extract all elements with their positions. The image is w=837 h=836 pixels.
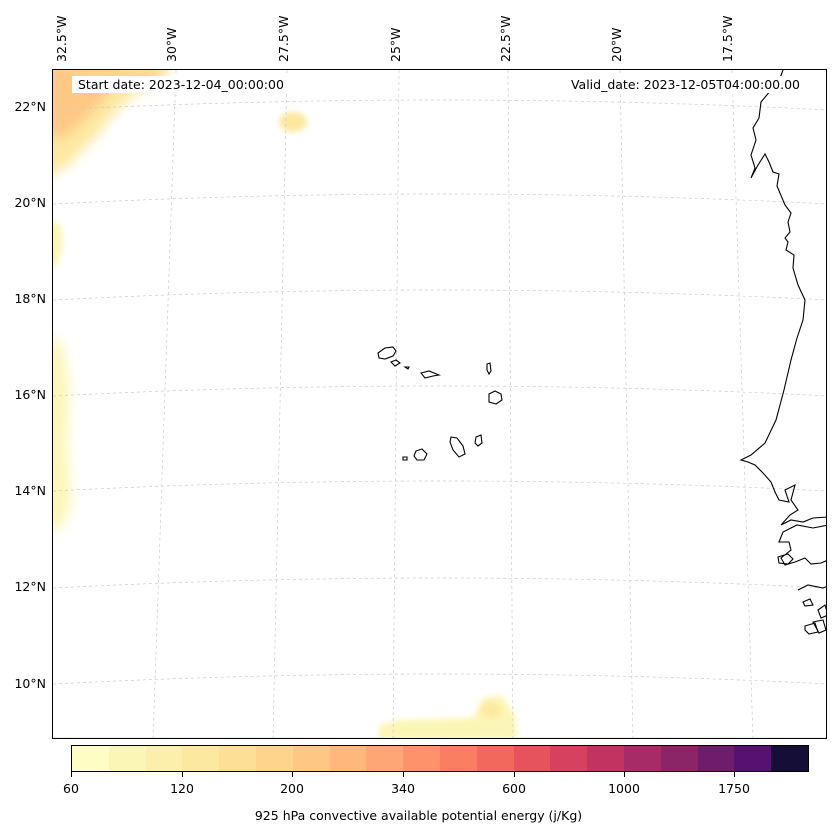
colorbar-label-1750: 1750: [718, 781, 750, 796]
latitude-label-14n: 14°N: [14, 483, 46, 498]
colorbar-tick-340: [403, 772, 404, 777]
gridline-lat-18n: [53, 289, 826, 301]
island-santo-antao: [377, 346, 397, 360]
start-date-label: Start date: 2023-12-04_00:00:00: [72, 76, 290, 93]
longitude-label-30w: 30°W: [164, 27, 179, 62]
latitude-label-20n: 20°N: [14, 195, 46, 210]
colorbar-segment-2: [145, 746, 183, 771]
colorbar-segment-11: [476, 746, 514, 771]
colorbar-tick-600: [514, 772, 515, 777]
colorbar-label-60: 60: [63, 781, 79, 796]
colorbar-segment-10: [439, 746, 477, 771]
gridline-lat-16n: [53, 385, 826, 397]
gridline-lat-22n: [53, 99, 826, 111]
colorbar-segment-13: [550, 746, 588, 771]
gridline-lat-20n: [53, 193, 826, 205]
coast-bijagos-4: [812, 619, 826, 634]
longitude-label-20w: 20°W: [609, 27, 624, 62]
colorbar-tick-1750: [734, 772, 735, 777]
colorbar-segment-19: [771, 746, 808, 771]
gridline-lon-30w: [152, 70, 177, 738]
cape-verde-islands: [377, 346, 503, 461]
latitude-label-12n: 12°N: [14, 579, 46, 594]
colorbar-label-600: 600: [502, 781, 526, 796]
longitude-label-27-5w: 27.5°W: [276, 15, 291, 62]
colorbar-segment-0: [72, 746, 109, 771]
coast-guinea-bissau-south: [797, 584, 826, 591]
gridline-lat-14n: [53, 480, 826, 492]
colorbar-tick-200: [292, 772, 293, 777]
cape-blob-south-core: [481, 702, 501, 718]
colorbar-segment-3: [182, 746, 220, 771]
coast-bijagos-1: [802, 598, 814, 607]
island-fogo: [413, 448, 428, 461]
colorbar-tick-120: [182, 772, 183, 777]
valid-date-label: Valid_date: 2023-12-05T04:00:00.00: [564, 76, 806, 93]
colorbar-segment-1: [108, 746, 146, 771]
colorbar-segment-12: [513, 746, 551, 771]
cape-blob-south: [378, 695, 518, 738]
island-sao-vicente: [390, 359, 401, 367]
island-maio: [474, 434, 483, 447]
coast-gambia-guinea-bissau: [778, 524, 826, 566]
island-boa-vista: [488, 390, 503, 405]
colorbar-tick-1000: [624, 772, 625, 777]
colorbar-segment-5: [255, 746, 293, 771]
latitude-label-16n: 16°N: [14, 387, 46, 402]
colorbar-segment-14: [587, 746, 624, 771]
longitude-label-25w: 25°W: [388, 27, 403, 62]
gridline-lon-20w: [619, 70, 634, 738]
longitude-label-22-5w: 22.5°W: [498, 15, 513, 62]
colorbar-segment-15: [623, 746, 661, 771]
gridline-lon-22-5w: [507, 70, 514, 738]
cape-blob-south-edge: [53, 737, 826, 738]
colorbar-label-1000: 1000: [608, 781, 640, 796]
colorbar-segment-17: [697, 746, 735, 771]
latitude-label-22n: 22°N: [14, 99, 46, 114]
africa-coastline: [739, 70, 826, 635]
colorbar-segment-9: [403, 746, 440, 771]
island-sao-nicolau: [420, 370, 442, 379]
longitude-label-17-5w: 17.5°W: [720, 15, 735, 62]
colorbar-segment-6: [292, 746, 330, 771]
gridlines: [53, 70, 826, 738]
cape-blob-west-lower: [53, 338, 71, 532]
colorbar-label-120: 120: [170, 781, 194, 796]
cape-shading: [53, 70, 826, 738]
map-panel: [52, 69, 827, 739]
cape-blob-north: [279, 112, 307, 132]
colorbar-segment-7: [329, 746, 367, 771]
colorbar-label-340: 340: [391, 781, 415, 796]
island-santa-luzia: [403, 366, 410, 370]
colorbar-title: 925 hPa convective available potential e…: [254, 808, 583, 823]
colorbar-segment-18: [734, 746, 772, 771]
latitude-label-18n: 18°N: [14, 291, 46, 306]
cape-blob-west-upper: [53, 221, 63, 267]
island-santiago: [449, 436, 466, 458]
gridline-lon-17-5w: [731, 70, 754, 738]
coast-bijagos-2: [817, 604, 826, 619]
colorbar-segment-8: [366, 746, 404, 771]
colorbar: [71, 745, 809, 772]
colorbar-tick-60: [71, 772, 72, 777]
longitude-label-32-5w: 32.5°W: [54, 15, 69, 62]
gridline-lat-10n: [53, 673, 826, 685]
coast-mauritania-senegal: [739, 70, 826, 526]
colorbar-label-200: 200: [280, 781, 304, 796]
colorbar-segment-4: [219, 746, 256, 771]
gridline-lon-27-5w: [272, 70, 288, 738]
gridline-lon-25w: [392, 70, 400, 738]
gridline-lat-12n: [53, 577, 826, 589]
coast-guinea-bissau-islands: [777, 553, 794, 565]
island-sal: [486, 362, 492, 376]
island-brava: [402, 456, 408, 461]
latitude-label-10n: 10°N: [14, 676, 46, 691]
map-canvas: [53, 70, 826, 738]
colorbar-segment-16: [660, 746, 698, 771]
